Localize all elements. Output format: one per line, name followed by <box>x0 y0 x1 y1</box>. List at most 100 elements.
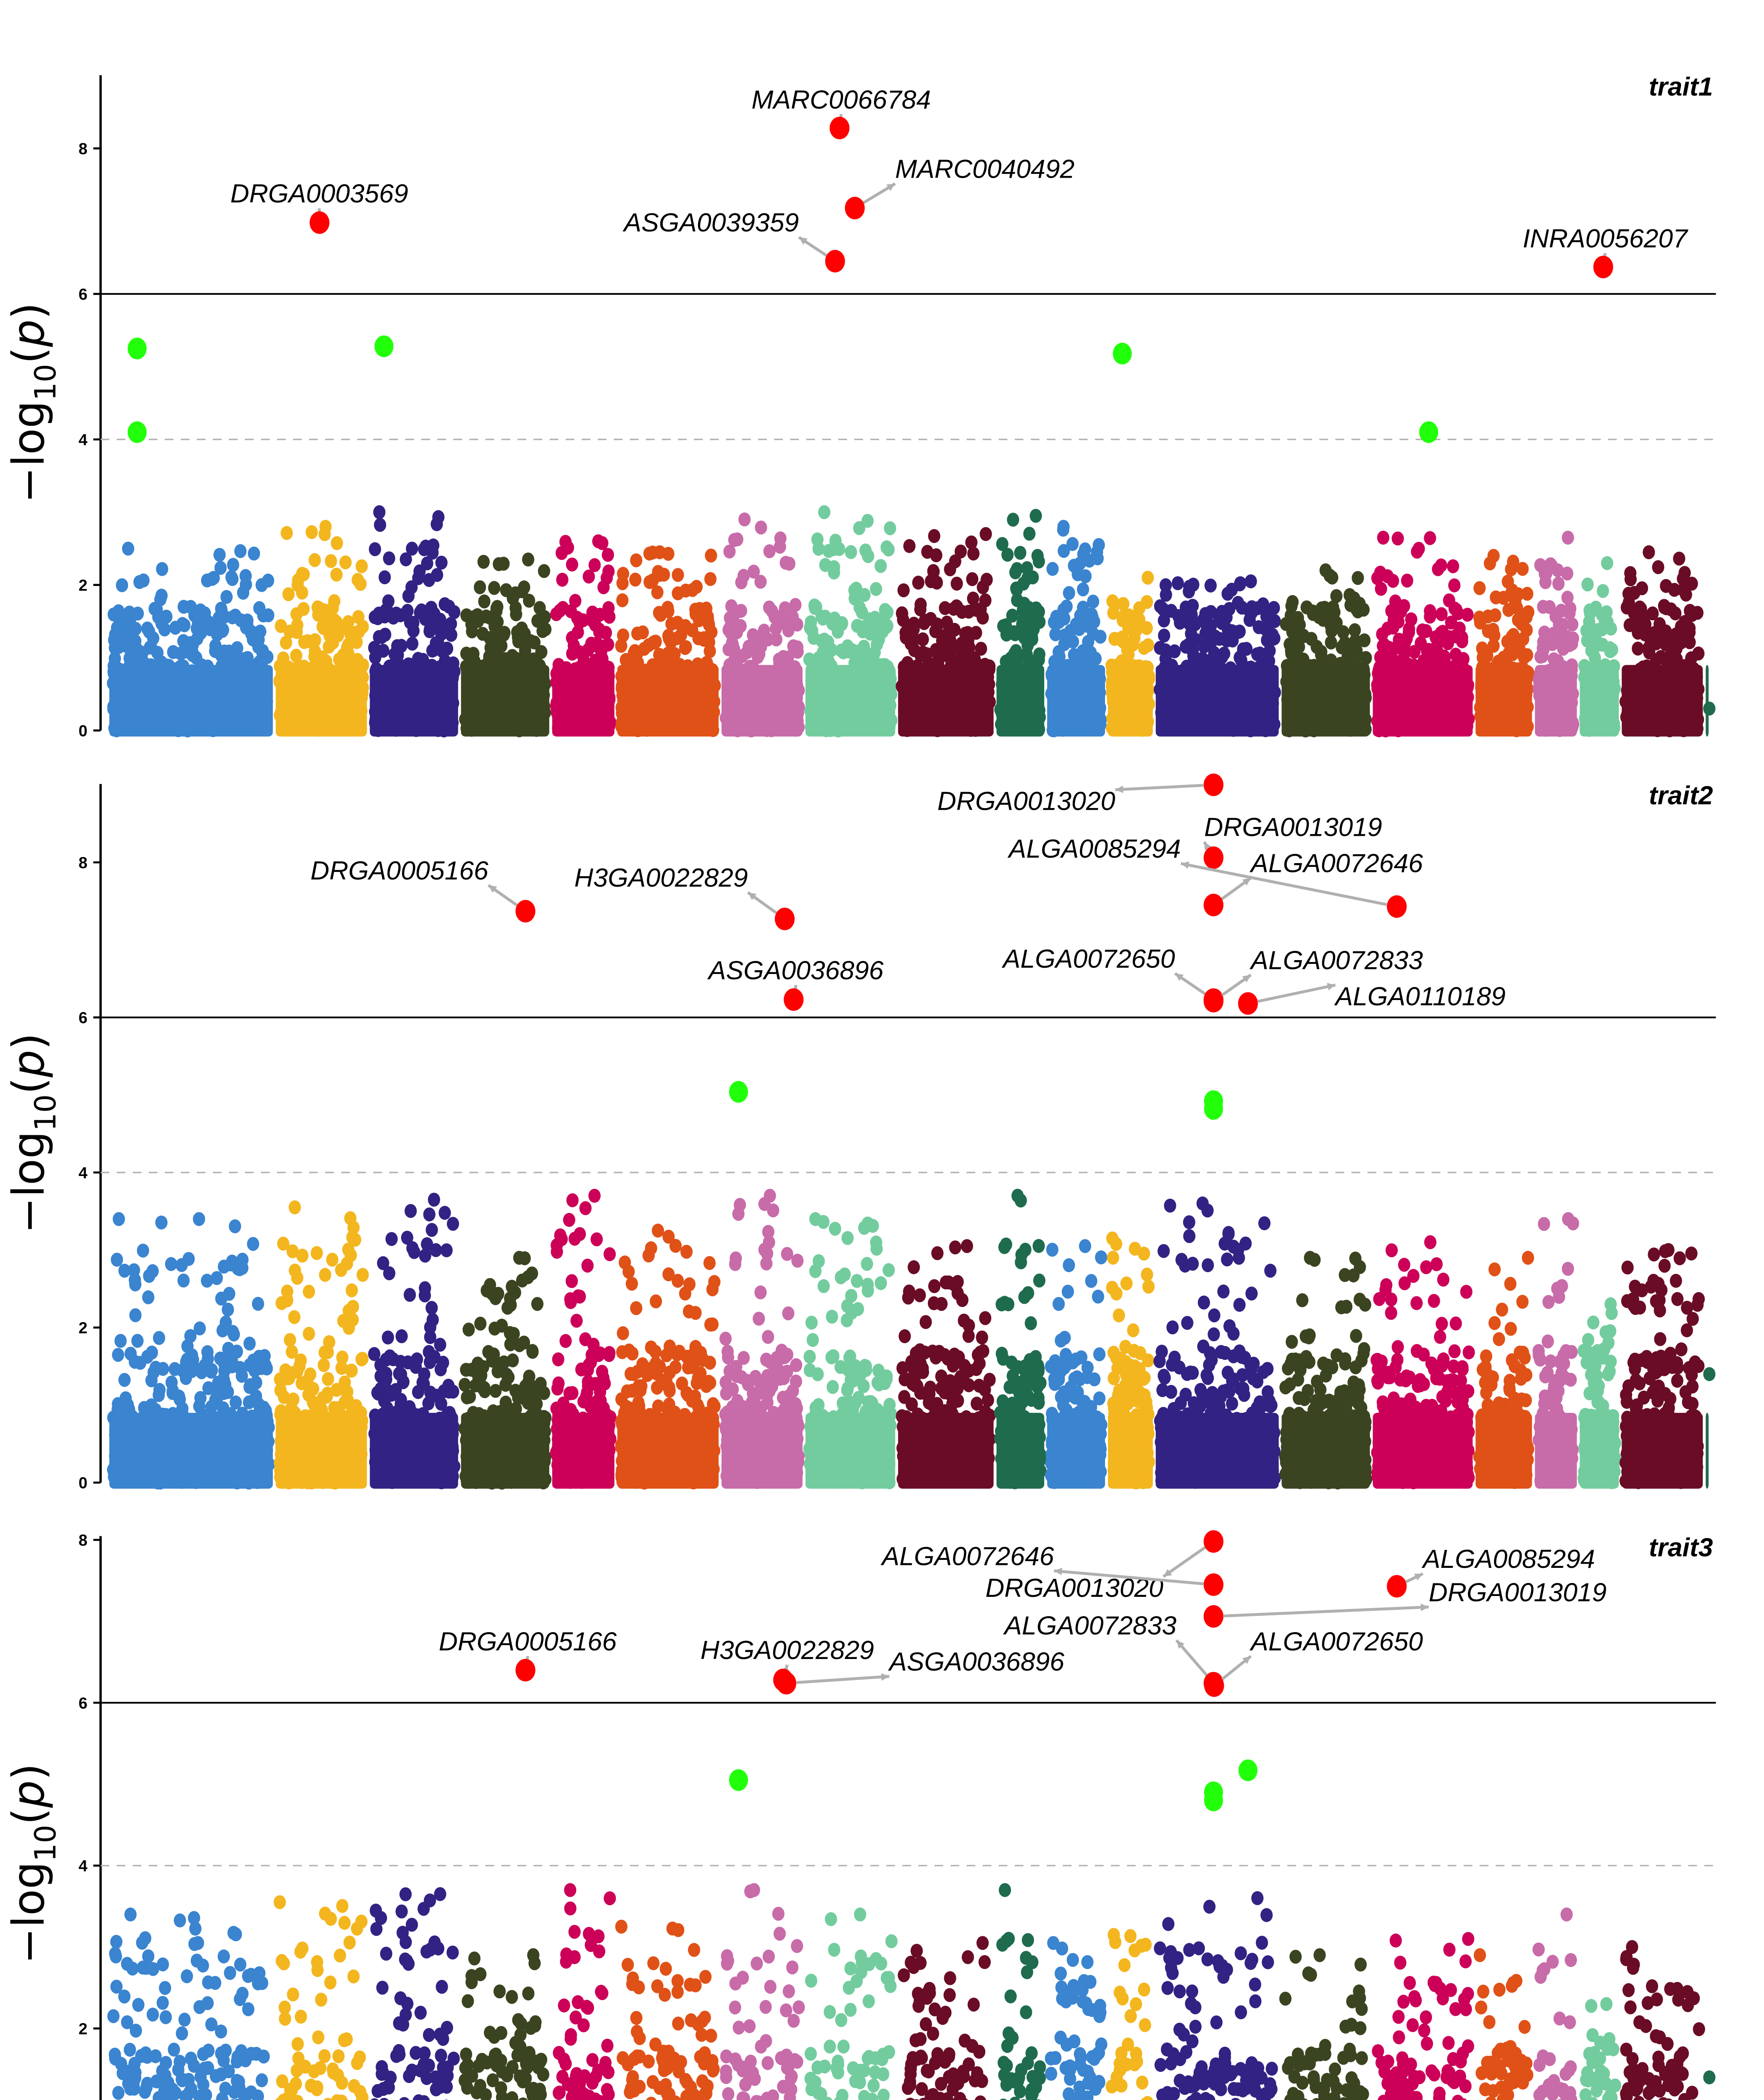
snp-point <box>1391 532 1404 546</box>
snp-point <box>1023 527 1035 541</box>
snp-point <box>318 527 331 541</box>
snp-point <box>1021 561 1033 575</box>
snp-point <box>176 617 189 631</box>
snp-point <box>1371 571 1383 585</box>
snp-point <box>884 521 896 535</box>
snp-point <box>602 638 614 651</box>
snp-point <box>1243 603 1255 617</box>
panels: 02468−log10(p)trait1DRGA0003569MARC00667… <box>4 73 1716 2100</box>
snp-point <box>195 626 207 640</box>
snp-point <box>252 633 265 647</box>
snp-point <box>967 546 979 560</box>
snp-point <box>1240 642 1252 656</box>
snp-point <box>572 625 584 639</box>
snp-point <box>378 570 391 584</box>
snp-point <box>900 630 912 644</box>
snp-point <box>833 542 845 556</box>
snp-point <box>668 647 680 661</box>
snp-point <box>1180 601 1192 614</box>
y-tick-label: 4 <box>79 431 87 449</box>
snp-point <box>262 608 274 622</box>
snp-point <box>879 603 891 617</box>
snp-point <box>628 646 640 660</box>
snp-point <box>877 625 889 638</box>
snp-point <box>870 582 882 596</box>
snp-point <box>201 573 213 587</box>
snp-point <box>966 572 978 586</box>
snp-point <box>290 607 302 621</box>
snp-point <box>702 613 714 627</box>
snp-point <box>1260 609 1273 623</box>
snp-point <box>704 572 717 586</box>
snp-point <box>1513 641 1525 655</box>
snp-point <box>593 622 605 636</box>
snp-density-band <box>109 665 273 736</box>
snp-point <box>234 544 247 558</box>
snp-point <box>441 624 454 638</box>
snp-density-band <box>276 665 367 736</box>
snp-density-band <box>722 665 803 736</box>
snp-point <box>671 631 683 645</box>
snp-point <box>1538 625 1551 639</box>
snp-point <box>1186 644 1199 658</box>
snp-point <box>368 641 380 655</box>
snp-point <box>432 510 444 524</box>
snp-point <box>1511 601 1523 615</box>
snp-point <box>448 605 460 619</box>
snp-point <box>309 553 321 567</box>
snp-point <box>735 575 747 589</box>
snp-point <box>484 631 496 645</box>
snp-point <box>373 606 385 620</box>
snp-point <box>898 583 910 597</box>
snp-point <box>152 610 164 624</box>
snp-point <box>753 647 765 661</box>
snp-point <box>156 562 168 576</box>
snp-point <box>1133 601 1145 615</box>
snp-point <box>789 598 801 612</box>
snp-point <box>1213 649 1225 663</box>
snp-point <box>662 547 675 561</box>
snp-point <box>912 576 924 590</box>
snp-point <box>113 604 125 618</box>
snp-point <box>237 586 249 600</box>
snp-point <box>223 644 235 658</box>
snp-point <box>134 575 146 589</box>
snp-point <box>1047 562 1059 576</box>
snp-point <box>1336 640 1348 654</box>
snp-point <box>1562 530 1574 544</box>
snp-point <box>1245 574 1257 588</box>
snp-point <box>407 624 420 638</box>
snp-point <box>1142 571 1154 585</box>
snp-point <box>1158 614 1170 627</box>
snp-point <box>291 625 303 639</box>
snp-point <box>1505 562 1517 576</box>
snp-point <box>705 549 717 562</box>
snp-point <box>631 627 643 640</box>
snp-point <box>465 617 478 631</box>
snp-point <box>874 559 887 573</box>
snp-point <box>325 554 337 568</box>
snp-point <box>741 646 753 659</box>
snp-point <box>1326 571 1338 585</box>
snp-point <box>755 520 767 534</box>
snp-point <box>1262 623 1274 637</box>
snp-point <box>151 646 163 660</box>
snp-point <box>1381 569 1394 583</box>
snp-point <box>1415 636 1427 650</box>
snp-point <box>643 638 655 652</box>
ylabel-paren: ) <box>4 302 54 319</box>
snp-point <box>1074 556 1086 570</box>
snp-point <box>1138 641 1150 655</box>
snp-point <box>693 602 706 616</box>
snp-point <box>997 619 1009 633</box>
snp-point <box>1452 606 1464 620</box>
snp-point <box>1360 651 1372 665</box>
snp-point <box>950 599 963 613</box>
snp-point <box>980 527 992 541</box>
snp-point <box>897 613 909 627</box>
snp-point <box>1014 546 1026 560</box>
snp-point <box>309 633 321 647</box>
snp-point <box>1213 632 1226 646</box>
snp-point <box>1058 612 1070 625</box>
